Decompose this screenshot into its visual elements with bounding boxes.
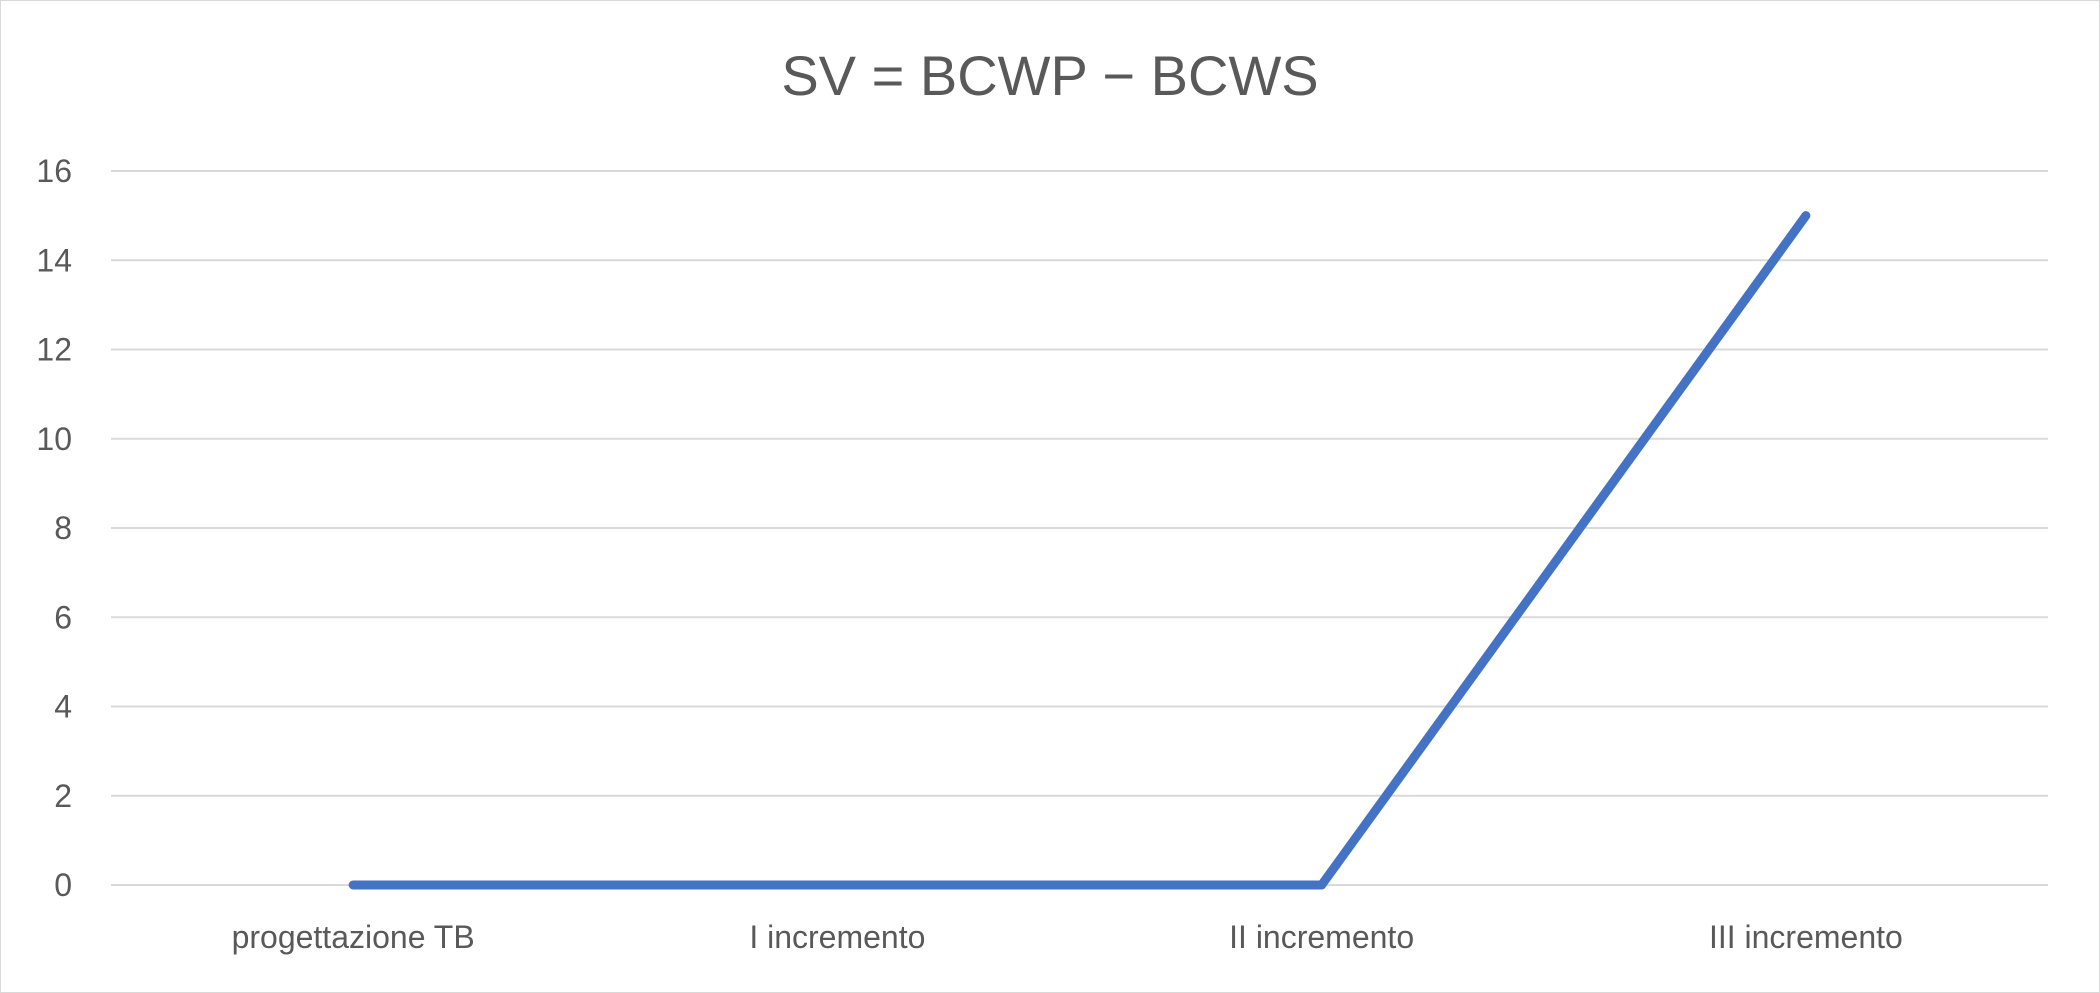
series-line-0 <box>348 211 1811 890</box>
y-tick-label-2: 2 <box>54 778 72 814</box>
y-tick-label-0: 0 <box>54 867 72 903</box>
y-tick-label-8: 8 <box>54 510 72 546</box>
x-tick-label-0: progettazione TB <box>232 919 475 955</box>
x-tick-label-1: I incremento <box>749 919 925 955</box>
y-axis-tick-labels: 0 2 4 6 8 10 12 14 16 <box>36 153 72 903</box>
y-tick-label-6: 6 <box>54 599 72 635</box>
series-lines <box>348 211 1811 890</box>
y-tick-label-12: 12 <box>36 332 72 368</box>
data-point-0-1 <box>836 884 838 886</box>
y-tick-label-16: 16 <box>36 153 72 189</box>
data-point-0-2 <box>1321 884 1323 886</box>
y-tick-label-14: 14 <box>36 242 72 278</box>
y-tick-label-4: 4 <box>54 689 72 725</box>
x-tick-label-2: II incremento <box>1229 919 1414 955</box>
x-tick-label-3: III incremento <box>1709 919 1903 955</box>
y-tick-label-10: 10 <box>36 421 72 457</box>
gridlines <box>111 170 2048 886</box>
data-point-0-3 <box>1805 215 1807 217</box>
data-point-0-0 <box>352 884 354 886</box>
x-axis-tick-labels: progettazione TB I incremento II increment… <box>232 919 1903 955</box>
chart-title: SV = BCWP − BCWS <box>781 44 1319 107</box>
